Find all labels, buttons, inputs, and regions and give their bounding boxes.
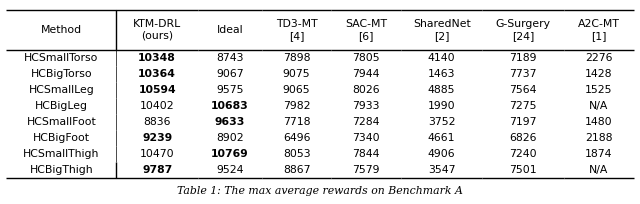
Text: Table 1: The max average rewards on Benchmark A: Table 1: The max average rewards on Benc… <box>177 186 463 196</box>
